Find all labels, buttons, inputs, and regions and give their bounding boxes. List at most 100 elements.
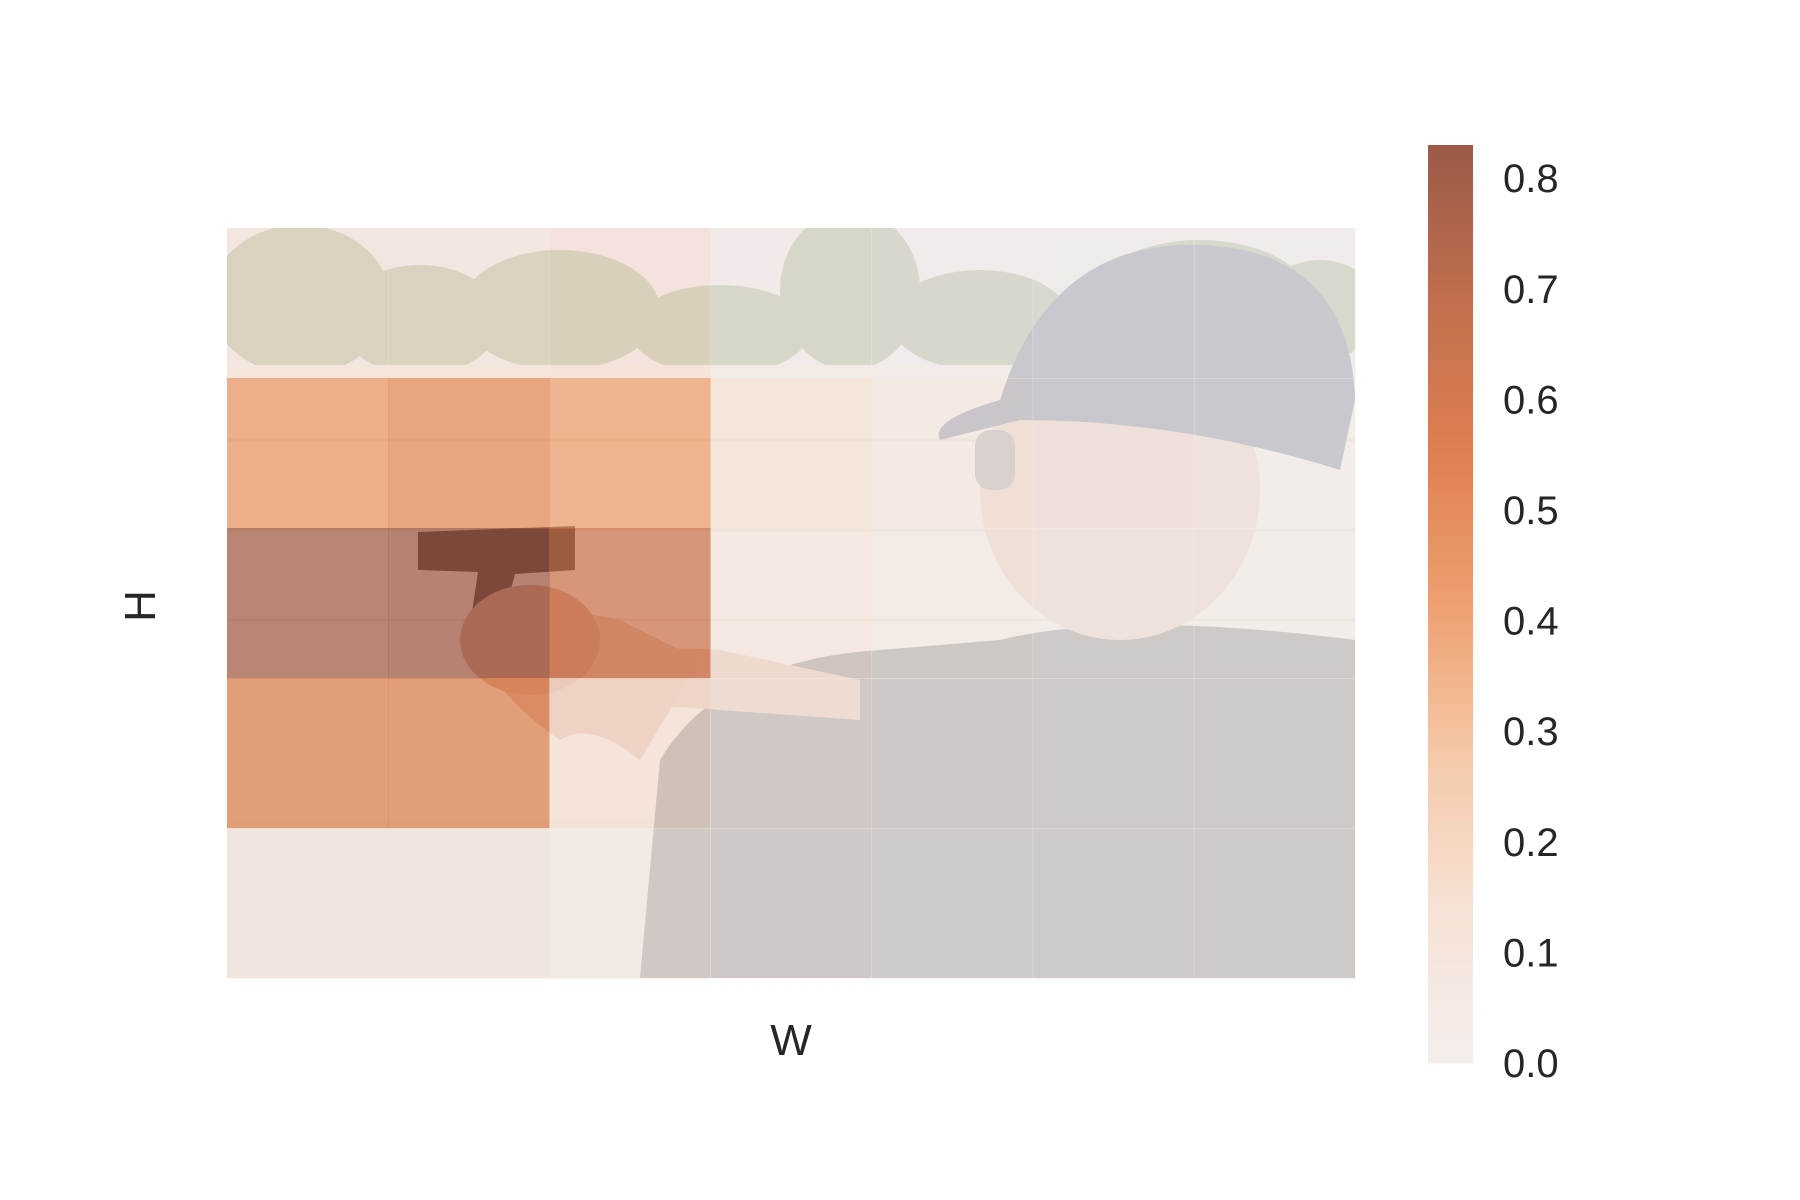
heatmap-cell-r1-c0 [227,378,389,529]
colorbar-segment [1428,1040,1473,1049]
heatmap-cell-r0-c2 [549,228,711,379]
colorbar-segment [1428,282,1473,291]
colorbar-segment [1428,160,1473,169]
colorbar-segment [1428,611,1473,620]
colorbar-segment [1428,252,1473,261]
colorbar-segment [1428,343,1473,353]
x-axis-label: W [770,1016,812,1065]
colorbar-segment [1428,1055,1473,1064]
colorbar-segment [1428,588,1473,597]
colorbar-segment [1428,779,1473,789]
colorbar-segment [1428,925,1473,934]
heatmap-cell-r2-c0 [227,528,389,679]
heatmap-cells [227,228,1356,979]
colorbar-segment [1428,665,1473,674]
colorbar-segment [1428,229,1473,238]
heatmap-cell-r0-c0 [227,228,389,379]
colorbar-segment [1428,749,1473,758]
colorbar-segment [1428,1017,1473,1026]
heatmap-cell-r1-c5 [1032,378,1195,529]
colorbar-segment [1428,542,1473,552]
colorbar-tick-label: 0.8 [1503,157,1559,201]
colorbar-segment [1428,910,1473,919]
colorbar-segment [1428,504,1473,513]
colorbar-segment [1428,389,1473,399]
colorbar-segment [1428,955,1473,965]
colorbar-segment [1428,221,1473,230]
heatmap-cell-r1-c6 [1193,378,1356,529]
colorbar-segment [1428,382,1473,391]
colorbar-segment [1428,734,1473,743]
colorbar-tick-label: 0.2 [1503,821,1559,865]
colorbar-segment [1428,397,1473,406]
colorbar-segment [1428,649,1473,659]
heatmap-cell-r0-c1 [388,228,550,379]
colorbar-segment [1428,145,1473,154]
colorbar-segment [1428,190,1473,200]
colorbar-segment [1428,887,1473,896]
colorbar-segment [1428,206,1473,215]
colorbar-tick-label: 0.4 [1503,600,1559,644]
colorbar-segment [1428,473,1473,483]
colorbar-segment [1428,267,1473,276]
colorbar-segment [1428,818,1473,827]
colorbar-segment [1428,213,1473,223]
colorbar-segment [1428,244,1473,253]
heatmap-cell-r4-c3 [710,828,873,979]
colorbar-segment [1428,336,1473,345]
heatmap-cell-r3-c2 [549,678,711,829]
colorbar-segment [1428,519,1473,529]
colorbar-segment [1428,573,1473,582]
heatmap-cell-r2-c3 [710,528,873,679]
colorbar-segment [1428,764,1473,773]
colorbar-segment [1428,420,1473,429]
colorbar-segment [1428,466,1473,475]
heatmap-cell-r4-c4 [871,828,1034,979]
heatmap-cell-r4-c1 [388,828,550,979]
colorbar-segment [1428,183,1473,192]
colorbar-segment [1428,328,1473,337]
colorbar-segment [1428,1032,1473,1041]
colorbar-segment [1428,374,1473,383]
colorbar-segment [1428,581,1473,590]
colorbar-segment [1428,787,1473,796]
colorbar-segment [1428,795,1473,804]
colorbar-segment [1428,1001,1473,1011]
heatmap-cell-r2-c2 [549,528,711,679]
colorbar-segment [1428,940,1473,949]
colorbar-segment [1428,305,1473,314]
colorbar-segment [1428,718,1473,727]
colorbar-segment [1428,558,1473,567]
colorbar-segment [1428,1024,1473,1033]
colorbar-segment [1428,626,1473,636]
colorbar-segment [1428,932,1473,942]
colorbar-segment [1428,848,1473,858]
colorbar-segment [1428,711,1473,720]
colorbar-segment [1428,1047,1473,1056]
colorbar-segment [1428,496,1473,506]
colorbar-segment [1428,313,1473,322]
colorbar-segment [1428,963,1473,972]
colorbar-tick-label: 0.1 [1503,931,1559,975]
colorbar-segment [1428,565,1473,574]
colorbar-segment [1428,726,1473,735]
colorbar-segment [1428,412,1473,421]
colorbar-segment [1428,236,1473,246]
heatmap-cell-r1-c4 [871,378,1034,529]
colorbar-segment [1428,175,1473,184]
colorbar: 0.0 0.1 0.2 0.3 0.4 0.5 0.6 0.7 0.8 [1428,145,1559,1086]
colorbar-tick-label: 0.6 [1503,378,1559,422]
colorbar-segment [1428,948,1473,957]
colorbar-segment [1428,802,1473,812]
heatmap-cell-r2-c4 [871,528,1034,679]
colorbar-segment [1428,703,1473,712]
colorbar-segment [1428,167,1473,177]
colorbar-segment [1428,841,1473,850]
colorbar-segment [1428,879,1473,888]
colorbar-segment [1428,366,1473,376]
heatmap-cell-r1-c2 [549,378,711,529]
heatmap-cell-r3-c6 [1193,678,1356,829]
colorbar-segment [1428,695,1473,705]
heatmap-cell-r0-c5 [1032,228,1195,379]
